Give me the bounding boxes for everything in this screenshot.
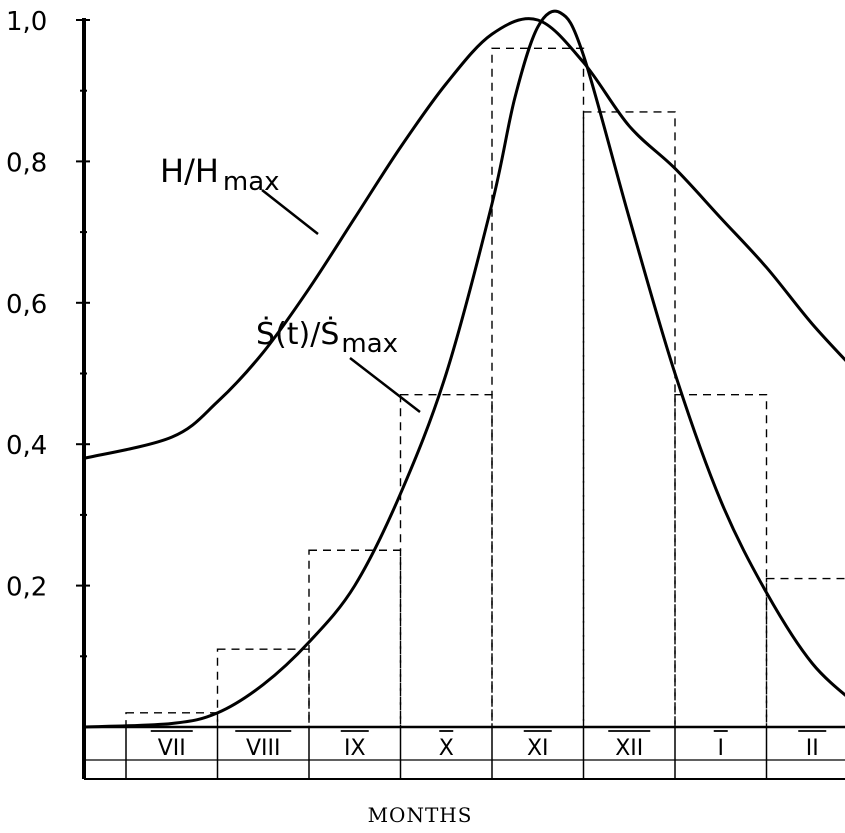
month-label-x: X: [439, 736, 454, 761]
series-label-s-smax: Ṡ(t)/Ṡmax: [256, 315, 398, 359]
series-label-h-hmax: H/H max: [160, 152, 280, 197]
curve-s-smax: [83, 9, 845, 729]
month-label-vii: VII: [158, 736, 186, 761]
month-label-viii: VIII: [246, 736, 281, 761]
y-tick-label: 1,0: [6, 7, 47, 37]
y-tick-label: 0,2: [6, 573, 47, 603]
histogram-bar-x: [399, 394, 493, 728]
month-label-i: I: [718, 736, 725, 761]
x-axis-label: MONTHS: [368, 803, 473, 827]
month-label-ii: II: [806, 736, 819, 761]
month-label-xii: XII: [615, 736, 643, 761]
curve-h-hmax: [83, 17, 845, 460]
histogram-bar-xi: [491, 47, 585, 728]
histogram-bar-ix: [308, 549, 402, 728]
y-tick-label: 0,4: [6, 431, 47, 461]
month-label-xi: XI: [527, 736, 549, 761]
series-h-leader: [261, 189, 319, 235]
histogram-bar-i: [674, 394, 768, 728]
series-s-leader: [349, 357, 421, 413]
y-tick-label: 0,8: [6, 148, 47, 178]
histogram-bar-xii: [582, 111, 676, 728]
month-label-ix: IX: [344, 736, 366, 761]
histogram-bar-viii: [216, 648, 310, 728]
y-tick-label: 0,6: [6, 290, 47, 320]
axis-layer: [76, 18, 845, 780]
curve-layer: [83, 9, 845, 729]
